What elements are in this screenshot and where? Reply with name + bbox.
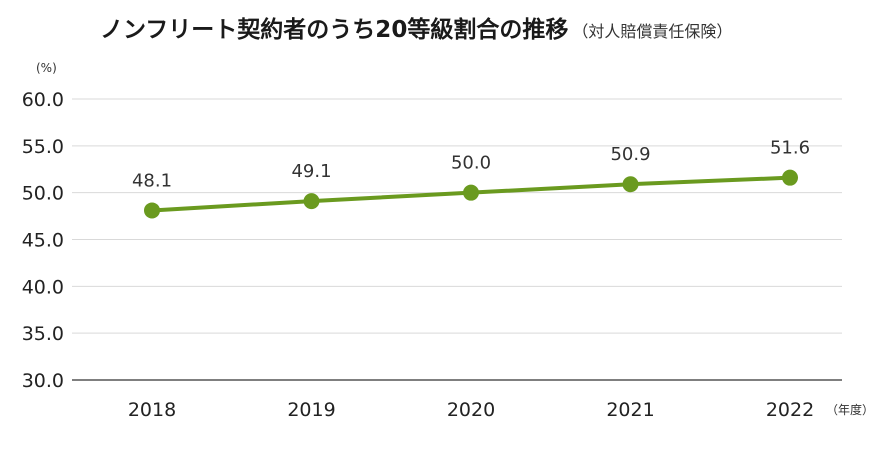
series-layer xyxy=(144,169,798,219)
x-tick-label: 2019 xyxy=(287,399,335,421)
data-point xyxy=(622,176,639,193)
y-axis-ticks: 30.0 35.0 40.0 45.0 50.0 55.0 60.0 xyxy=(22,89,64,392)
data-label: 48.1 xyxy=(132,170,172,191)
chart-subtitle: （対人賠償責任保険） xyxy=(572,22,733,41)
data-label: 50.9 xyxy=(610,144,650,165)
y-tick-label: 45.0 xyxy=(22,230,64,252)
y-tick-label: 40.0 xyxy=(22,276,64,298)
x-tick-label: 2020 xyxy=(447,399,495,421)
y-tick-label: 50.0 xyxy=(22,183,64,205)
data-point xyxy=(303,193,320,210)
gridlines xyxy=(72,98,842,381)
x-tick-label: 2022 xyxy=(766,399,814,421)
x-tick-label: 2021 xyxy=(606,399,654,421)
y-tick-label: 60.0 xyxy=(22,89,64,111)
data-labels: 48.1 49.1 50.0 50.9 51.6 xyxy=(132,138,810,192)
x-axis-ticks: 2018 2019 2020 2021 2022 xyxy=(128,399,814,421)
y-unit-label: (%) xyxy=(36,61,57,75)
data-point xyxy=(144,202,160,219)
data-point xyxy=(782,169,798,186)
chart-title: ノンフリート契約者のうち20等級割合の推移 xyxy=(100,17,569,43)
x-unit-label: （年度） xyxy=(826,402,874,417)
x-tick-label: 2018 xyxy=(128,399,176,421)
y-tick-label: 35.0 xyxy=(22,323,64,345)
data-label: 51.6 xyxy=(770,138,810,159)
data-label: 49.1 xyxy=(291,161,331,182)
data-label: 50.0 xyxy=(451,153,491,174)
y-tick-label: 55.0 xyxy=(22,136,64,158)
y-tick-label: 30.0 xyxy=(22,370,64,392)
chart-title-block: ノンフリート契約者のうち20等級割合の推移 （対人賠償責任保険） xyxy=(100,10,732,44)
data-point xyxy=(463,184,479,201)
